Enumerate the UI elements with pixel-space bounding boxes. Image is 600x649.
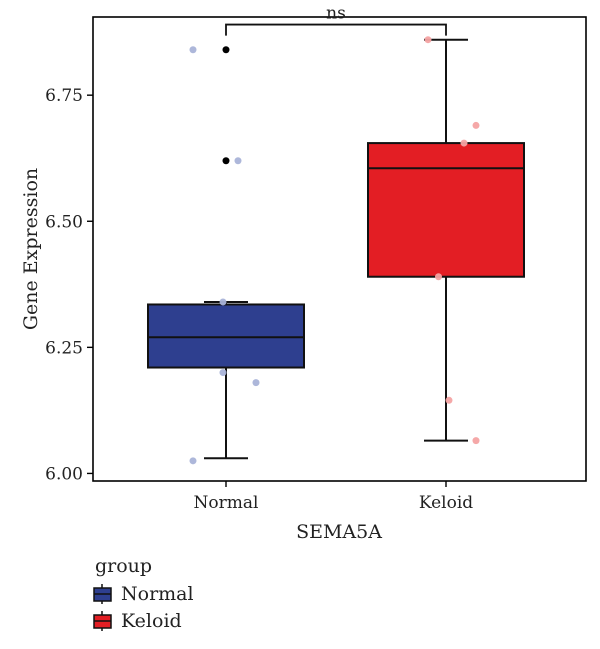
x-tick-label: Normal	[194, 493, 259, 513]
chart-marks	[147, 36, 525, 465]
legend-entries: Normal Keloid	[93, 583, 194, 632]
legend-label: Keloid	[121, 610, 182, 632]
y-tick-label: 6.25	[45, 338, 83, 358]
legend-entry-normal: Normal	[93, 583, 194, 605]
jitter-point	[219, 369, 227, 377]
jitter-point	[424, 36, 432, 44]
legend-entry-keloid: Keloid	[93, 610, 182, 632]
jitter-point	[472, 437, 480, 445]
outlier-point	[222, 157, 230, 165]
significance-label: ns	[326, 4, 346, 24]
box-group-keloid	[367, 36, 525, 445]
significance-bracket	[225, 23, 447, 36]
outlier-point	[222, 46, 230, 54]
y-axis: 6.00 6.25 6.50 6.75	[45, 86, 93, 484]
box-iqr	[147, 303, 305, 369]
jitter-point	[435, 273, 442, 281]
y-axis-title: Gene Expression	[20, 168, 42, 330]
jitter-point	[219, 298, 227, 306]
jitter-point	[189, 46, 197, 54]
significance-annotation: ns	[225, 4, 447, 36]
x-axis: Normal Keloid	[194, 481, 473, 513]
jitter-point	[189, 457, 197, 465]
legend-label: Normal	[121, 583, 194, 605]
box-iqr	[367, 142, 525, 278]
jitter-point	[445, 396, 453, 404]
legend: group Normal Keloid	[93, 555, 194, 632]
x-tick-label: Keloid	[419, 493, 473, 513]
x-axis-title: SEMA5A	[296, 521, 382, 543]
jitter-point	[460, 139, 468, 147]
jitter-point	[252, 379, 260, 387]
y-tick-label: 6.50	[45, 212, 83, 232]
jitter-point	[472, 121, 480, 129]
legend-title: group	[95, 555, 152, 577]
y-tick-label: 6.00	[45, 464, 83, 484]
y-tick-label: 6.75	[45, 86, 83, 106]
jitter-point	[234, 157, 242, 165]
box-group-normal	[147, 46, 305, 465]
